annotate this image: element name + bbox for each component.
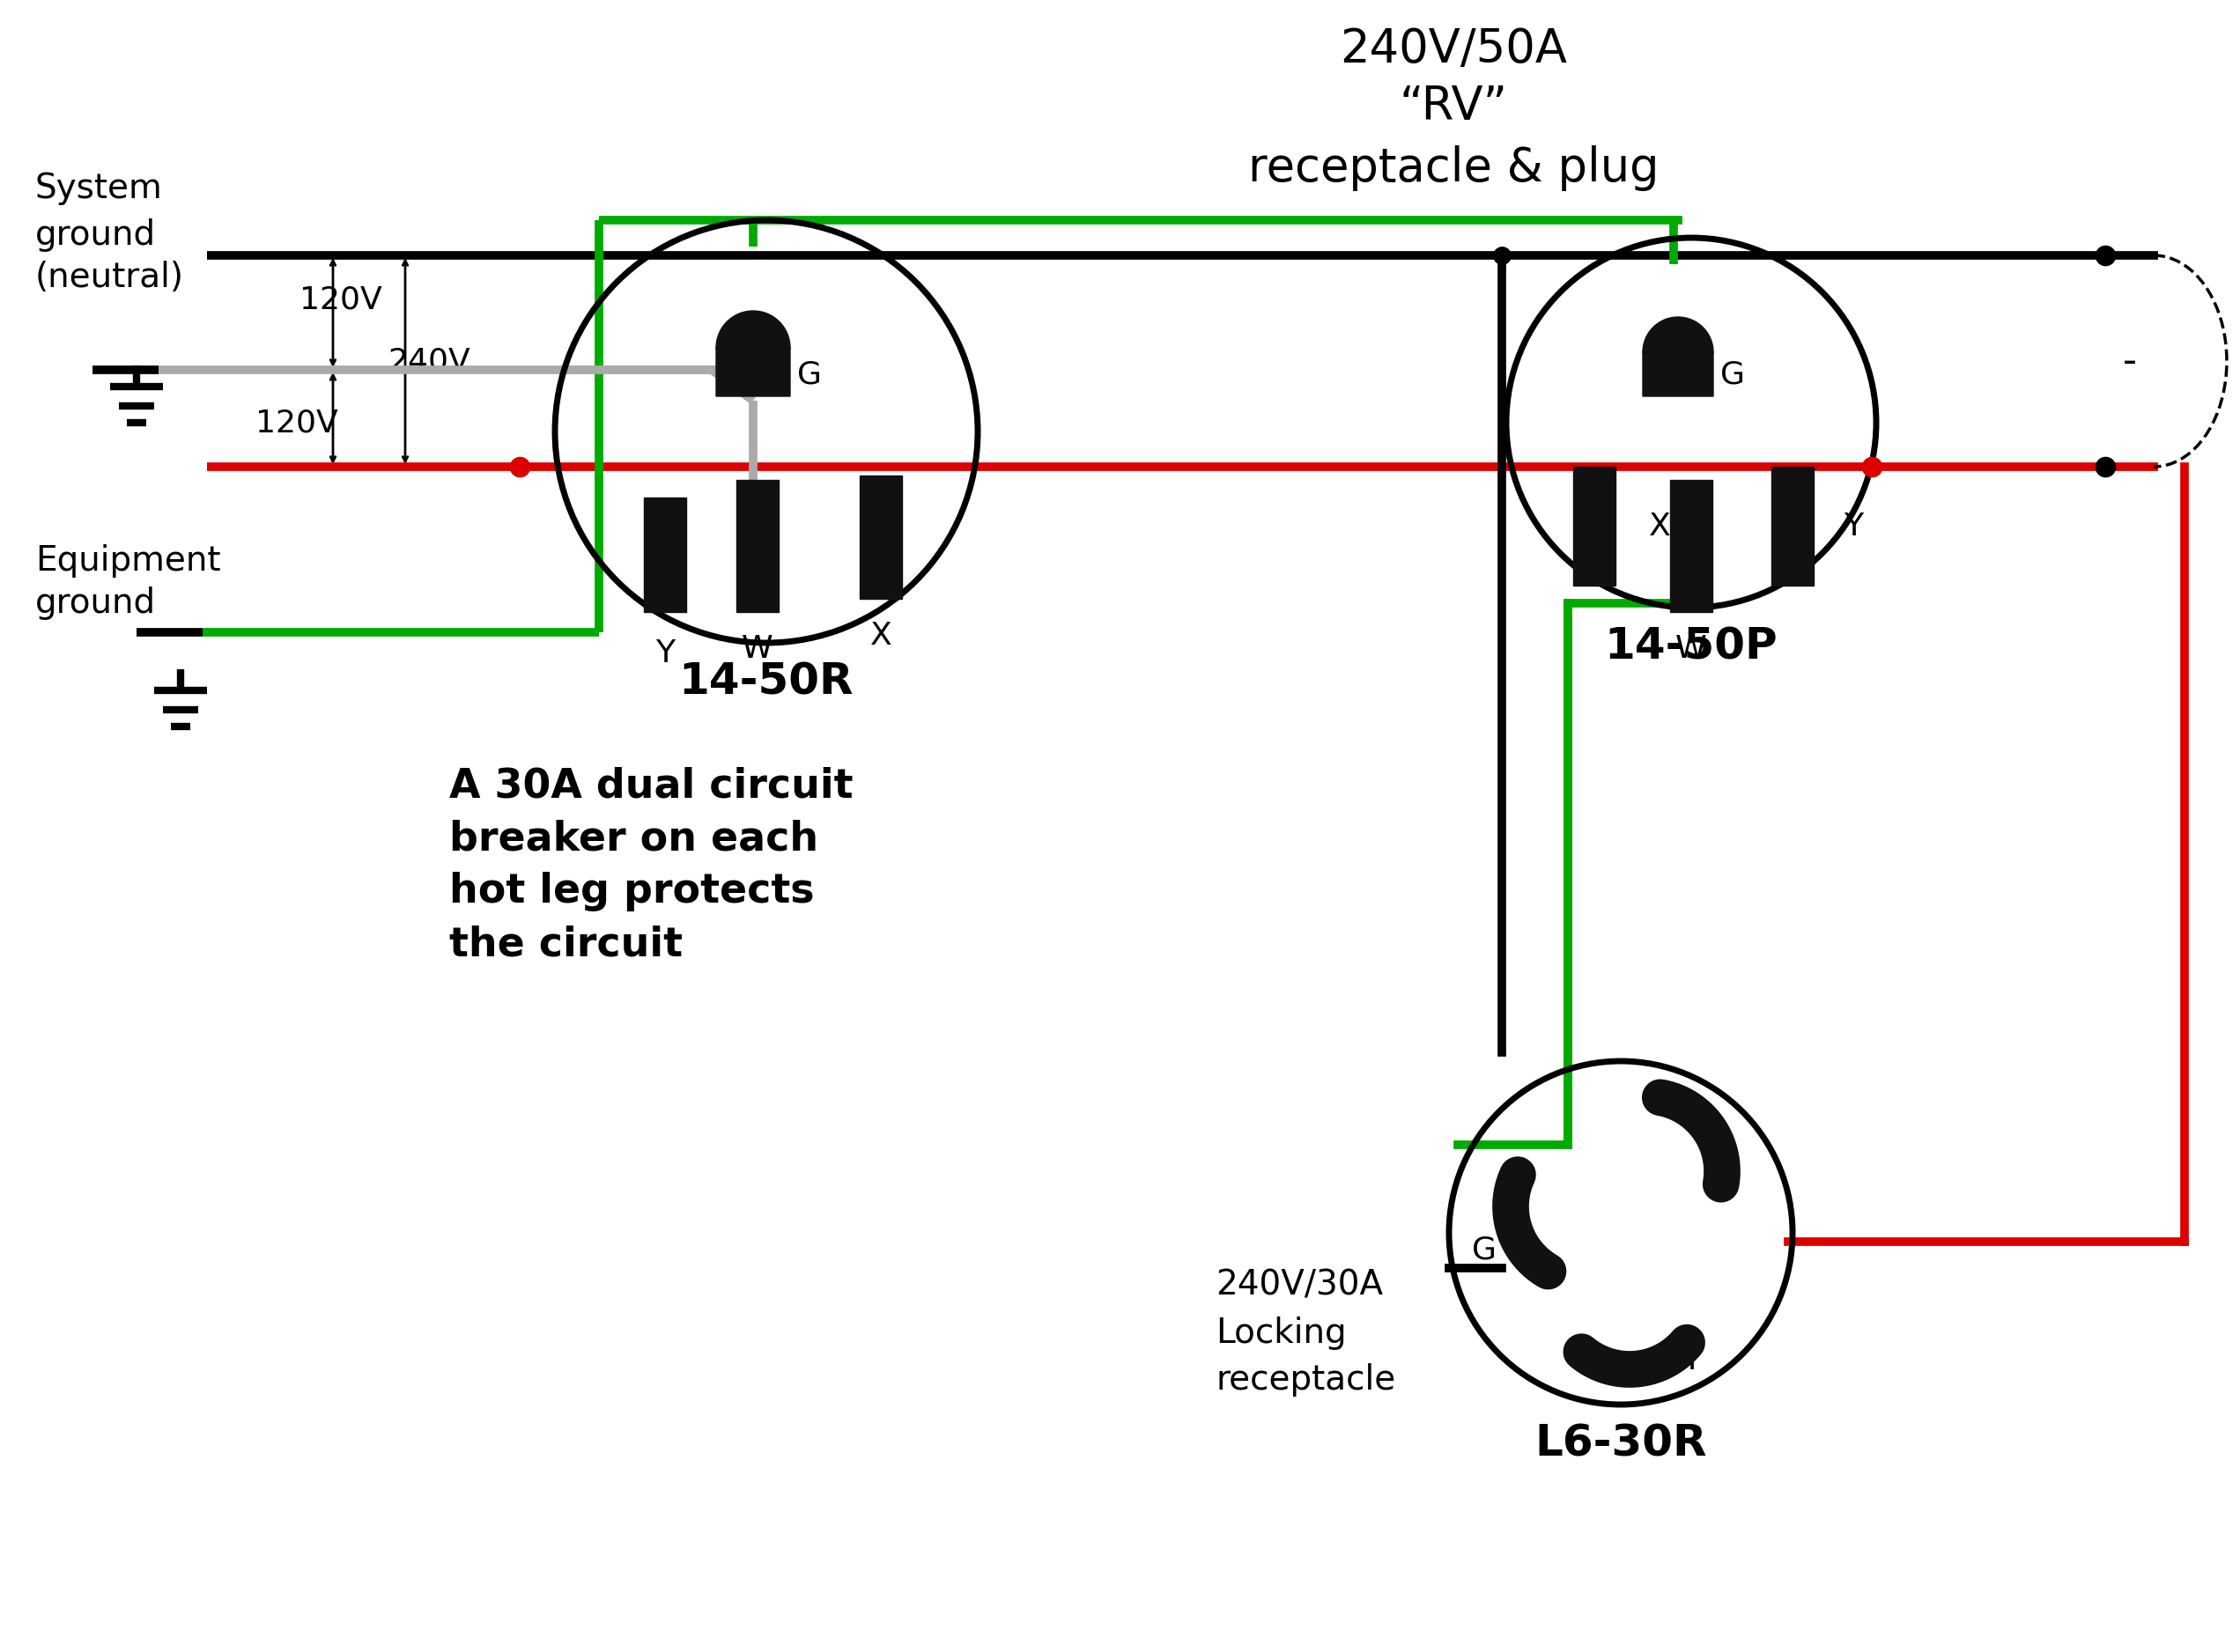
Text: 120V: 120V	[300, 284, 383, 314]
Text: -: -	[2124, 342, 2137, 380]
Text: ground: ground	[36, 586, 157, 620]
Text: Equipment: Equipment	[36, 544, 222, 578]
Text: G: G	[1720, 358, 1745, 390]
Text: “RV”: “RV”	[1400, 84, 1508, 129]
Text: receptacle: receptacle	[1216, 1363, 1396, 1396]
Text: Y: Y	[656, 638, 674, 669]
FancyBboxPatch shape	[1772, 468, 1814, 585]
Text: G: G	[797, 358, 822, 390]
FancyBboxPatch shape	[737, 481, 780, 611]
Text: 14-50P: 14-50P	[1604, 624, 1779, 667]
Text: 14-50R: 14-50R	[679, 661, 853, 702]
FancyBboxPatch shape	[860, 476, 903, 598]
Text: the circuit: the circuit	[450, 925, 683, 965]
Text: G: G	[1472, 1236, 1496, 1265]
Text: (neutral): (neutral)	[36, 261, 184, 294]
Text: L6-30R: L6-30R	[1534, 1422, 1707, 1464]
Text: System: System	[36, 172, 164, 205]
Text: hot leg protects: hot leg protects	[450, 872, 815, 912]
Text: breaker on each: breaker on each	[450, 819, 818, 859]
Polygon shape	[1642, 317, 1714, 396]
Text: Y: Y	[1844, 512, 1864, 542]
Text: X: X	[1649, 512, 1671, 542]
Text: W: W	[1676, 634, 1707, 664]
Text: A 30A dual circuit: A 30A dual circuit	[450, 767, 853, 806]
Text: 240V: 240V	[388, 345, 470, 377]
Text: 120V: 120V	[255, 408, 338, 438]
Text: Locking: Locking	[1216, 1317, 1346, 1350]
Text: receptacle & plug: receptacle & plug	[1248, 145, 1660, 192]
Text: Y: Y	[1682, 1345, 1700, 1376]
Text: X: X	[1702, 1138, 1725, 1168]
Polygon shape	[717, 311, 791, 396]
Text: 240V/30A: 240V/30A	[1216, 1269, 1382, 1302]
FancyBboxPatch shape	[1572, 468, 1615, 585]
Text: ground: ground	[36, 218, 157, 251]
Text: 240V/50A: 240V/50A	[1340, 26, 1568, 73]
FancyBboxPatch shape	[1671, 481, 1711, 611]
Text: W: W	[741, 634, 773, 664]
FancyBboxPatch shape	[643, 497, 685, 611]
Text: X: X	[869, 621, 892, 651]
